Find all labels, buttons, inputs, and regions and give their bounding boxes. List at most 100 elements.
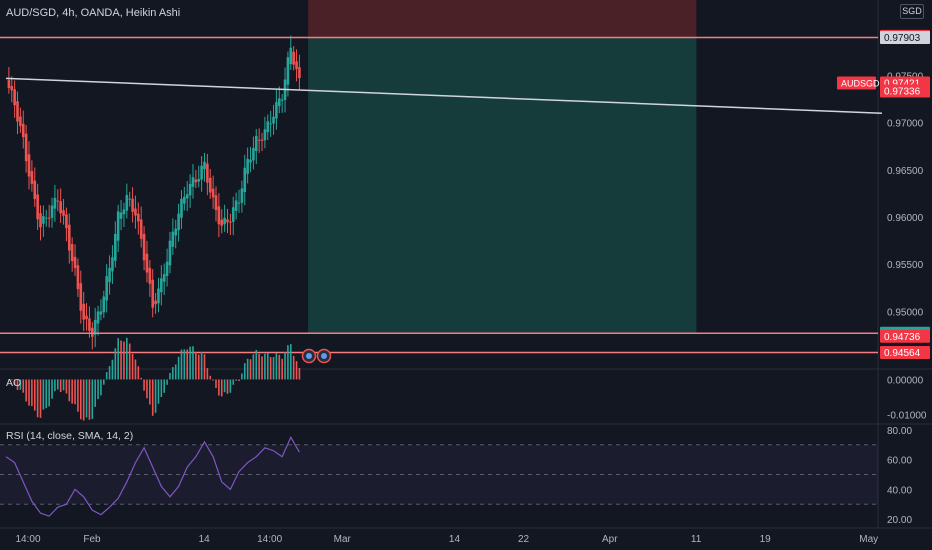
candle-body (122, 209, 126, 215)
ao-bar (105, 372, 108, 380)
ao-bar (284, 352, 286, 380)
candle-body (151, 279, 155, 308)
candle-body (76, 265, 80, 290)
ao-bar (77, 379, 79, 412)
candle-body (292, 51, 295, 65)
candle-body (82, 303, 85, 320)
candle-body (39, 213, 42, 228)
candle-body (134, 208, 137, 216)
price-label-badge (880, 346, 930, 360)
price-axis-tick: 0.96000 (887, 213, 924, 224)
time-axis-tick: 14:00 (257, 534, 282, 545)
ao-bar (172, 367, 174, 380)
ao-bar (16, 379, 19, 390)
ao-bar (140, 377, 143, 380)
candle-body (246, 158, 249, 174)
candle-body (263, 129, 267, 141)
ao-bar (97, 379, 99, 400)
price-axis-tick: 0.95000 (887, 307, 924, 318)
ao-bar (264, 353, 266, 380)
candle-body (62, 210, 65, 216)
candle-body (91, 327, 94, 337)
ao-bar (114, 348, 117, 380)
ao-bar (232, 379, 235, 385)
candle-body (145, 253, 149, 273)
candle-body (56, 200, 60, 202)
candle-body (160, 278, 163, 293)
ao-bar (203, 354, 206, 380)
ao-bar (85, 379, 88, 418)
ao-bar (91, 379, 94, 419)
ao-bar (68, 379, 71, 402)
candle-body (254, 135, 258, 152)
candle-body (10, 86, 14, 91)
ao-bar (74, 379, 76, 405)
candle-body (125, 195, 129, 211)
candle-body (33, 180, 37, 200)
price-label-text: 0.97336 (884, 87, 921, 98)
ao-bar (56, 379, 59, 390)
candle-body (223, 217, 226, 225)
candle-body (188, 183, 192, 196)
ao-bar (79, 379, 82, 420)
candle-body (67, 224, 71, 251)
ao-bar (59, 379, 62, 393)
ao-bar (269, 357, 272, 380)
candle-body (191, 177, 195, 187)
event-marker-icon (321, 353, 327, 359)
candle-body (168, 240, 172, 266)
candle-body (295, 61, 298, 70)
ao-bar (183, 349, 186, 380)
ao-bar (108, 366, 111, 380)
ao-bar (174, 364, 177, 380)
candle-body (24, 133, 28, 162)
candle-body (154, 300, 157, 305)
ao-bar (275, 353, 278, 380)
candle-body (119, 212, 123, 219)
ao-bar (223, 379, 226, 393)
price-label-text: 0.97421 (884, 79, 921, 90)
candle-body (180, 198, 183, 218)
ao-bar (180, 349, 183, 380)
candle-body (42, 216, 45, 224)
candle-body (137, 213, 140, 222)
candle-body (231, 207, 235, 222)
candle-body (165, 261, 169, 277)
candle-body (275, 102, 278, 119)
trend-line (5, 77, 882, 114)
ao-bar (197, 354, 200, 380)
candle-body (162, 274, 166, 282)
ao-bar (62, 379, 65, 391)
ao-bar (160, 379, 163, 397)
ao-bar (215, 379, 217, 388)
candle-body (243, 167, 247, 193)
price-axis-tick: 0.97000 (887, 119, 924, 130)
ao-bar (149, 379, 151, 405)
candle-body (139, 219, 143, 239)
ao-bar (19, 379, 22, 390)
ao-bar (192, 346, 194, 380)
candle-body (96, 311, 100, 324)
ao-bar (10, 379, 13, 381)
candle-body (257, 139, 261, 141)
ao-bar (261, 356, 263, 380)
time-axis-tick: 11 (691, 534, 702, 545)
rsi-line (5, 436, 300, 517)
ao-bar (177, 356, 180, 380)
ao-pane-title: AO (6, 377, 22, 389)
ao-bar (157, 379, 160, 404)
ao-bar (123, 341, 125, 380)
ao-bar (200, 352, 203, 380)
ao-bar (218, 379, 220, 396)
chart-title: AUD/SGD, 4h, OANDA, Heikin Ashi (6, 7, 181, 19)
currency-button[interactable]: SGD (900, 4, 924, 19)
time-axis-tick: Mar (334, 534, 352, 545)
ao-bar (272, 357, 275, 380)
ao-bar (36, 379, 39, 418)
candle-body (240, 188, 244, 203)
candle-body (30, 170, 34, 184)
candle-body (260, 139, 264, 141)
ao-bar (292, 355, 295, 380)
candle-body (65, 214, 68, 229)
